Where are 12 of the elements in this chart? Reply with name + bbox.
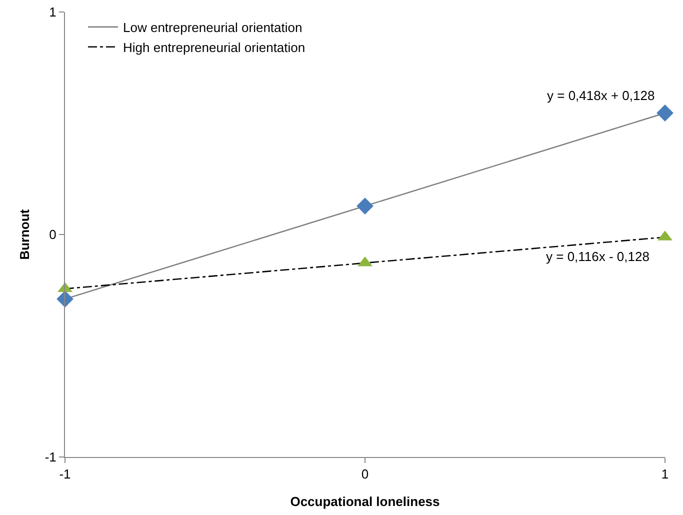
x-tick-label: 0 bbox=[361, 466, 369, 482]
y-tick-label: -1 bbox=[44, 450, 56, 465]
x-tick-label: -1 bbox=[59, 466, 71, 482]
x-tick-label: 1 bbox=[661, 466, 669, 482]
annotation: y = 0,116x - 0,128 bbox=[546, 249, 650, 264]
annotation: y = 0,418x + 0,128 bbox=[547, 88, 655, 103]
x-axis-title: Occupational loneliness bbox=[290, 494, 440, 509]
y-tick-label: 0 bbox=[49, 227, 56, 242]
legend-label: Low entrepreneurial orientation bbox=[123, 20, 302, 36]
y-tick-label: 1 bbox=[49, 4, 56, 20]
y-axis-title: Burnout bbox=[17, 208, 32, 260]
legend-label: High entrepreneurial orientation bbox=[123, 40, 306, 55]
